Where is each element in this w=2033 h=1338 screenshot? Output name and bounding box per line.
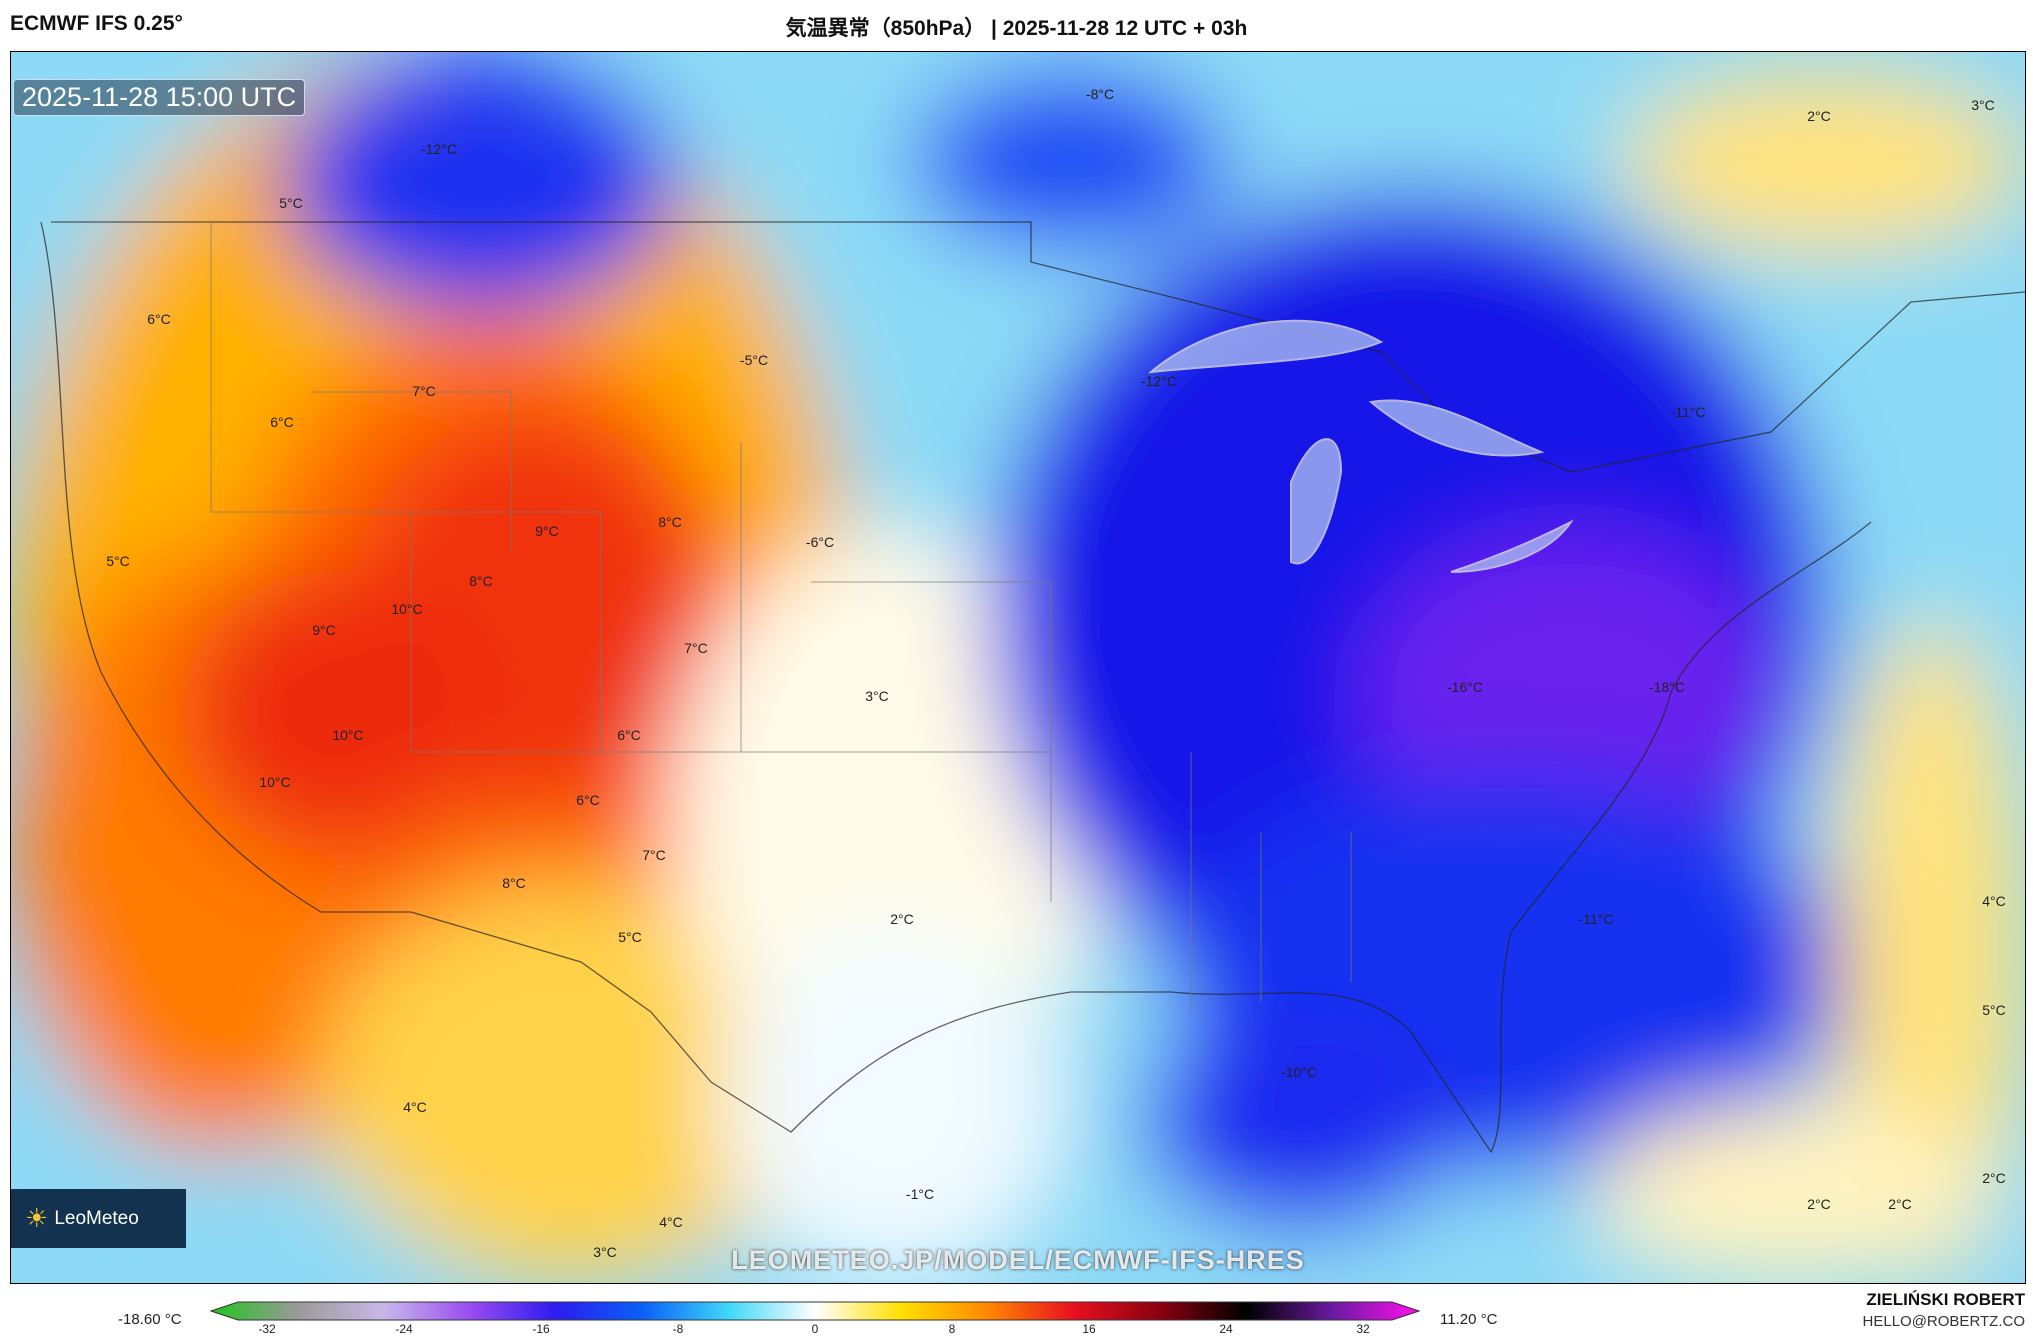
anomaly-label: 7°C: [684, 640, 708, 656]
author-name: ZIELIŃSKI ROBERT: [1866, 1290, 2025, 1309]
anomaly-label: 2°C: [890, 911, 914, 927]
colorbar-tick: -24: [395, 1322, 413, 1336]
anomaly-label: 8°C: [502, 875, 526, 891]
colorbar-tick: 0: [811, 1322, 819, 1336]
anomaly-label: 7°C: [412, 383, 436, 399]
anomaly-label: 4°C: [659, 1214, 683, 1230]
colorbar-tick: -16: [532, 1322, 550, 1336]
anomaly-label: 9°C: [312, 622, 336, 638]
anomaly-label: 8°C: [469, 573, 493, 589]
anomaly-label: 2°C: [1807, 108, 1831, 124]
anomaly-label: 7°C: [642, 847, 666, 863]
anomaly-label: 8°C: [658, 514, 682, 530]
anomaly-label: 10°C: [259, 774, 291, 790]
anomaly-label: 6°C: [576, 792, 600, 808]
author-email: HELLO@ROBERTZ.CO: [1862, 1313, 2025, 1330]
anomaly-label: -1°C: [905, 1186, 935, 1202]
anomaly-label: -11°C: [1578, 911, 1614, 927]
anomaly-label: 3°C: [1971, 97, 1995, 113]
anomaly-label: 4°C: [403, 1099, 427, 1115]
watermark-url: LEOMETEO.JP/MODEL/ECMWF-IFS-HRES: [731, 1245, 1305, 1275]
leometeo-logo: ☀ LeoMeteo: [11, 1189, 186, 1248]
anomaly-label: 6°C: [147, 311, 171, 327]
model-name: ECMWF IFS 0.25°: [10, 12, 183, 35]
temperature-anomaly-map[interactable]: 2025-11-28 15:00 UTC -12°C 5°C -8°C 2°C 3°C 6…: [10, 51, 2026, 1284]
anomaly-label: -12°C: [1141, 373, 1177, 389]
anomaly-label: 2°C: [1888, 1196, 1912, 1212]
anomaly-label: -6°C: [805, 534, 835, 550]
anomaly-label: 5°C: [106, 553, 130, 569]
anomaly-label: 5°C: [1982, 1002, 2006, 1018]
colorbar-tick: 16: [1082, 1322, 1096, 1336]
anomaly-label: -16°C: [1447, 679, 1483, 695]
colorbar-tick: 8: [948, 1322, 956, 1336]
anomaly-label: 6°C: [270, 414, 294, 430]
anomaly-label: 2°C: [1982, 1170, 2006, 1186]
colorbar-tick: -32: [258, 1322, 276, 1336]
valid-time-stamp: 2025-11-28 15:00 UTC: [13, 79, 306, 116]
anomaly-label: 10°C: [391, 601, 423, 617]
anomaly-label: 5°C: [279, 195, 303, 211]
anomaly-label: -11°C: [1670, 404, 1706, 420]
colorbar-tick: 24: [1219, 1322, 1233, 1336]
logo-text: LeoMeteo: [54, 1207, 139, 1229]
colorbar-max-label: 11.20 °C: [1440, 1311, 1498, 1328]
anomaly-label: -5°C: [739, 352, 769, 368]
anomaly-label: -12°C: [421, 141, 457, 157]
anomaly-label: -8°C: [1085, 86, 1115, 102]
anomaly-field: [11, 52, 2025, 1283]
anomaly-label: 3°C: [593, 1244, 617, 1260]
anomaly-label: -10°C: [1281, 1064, 1317, 1080]
anomaly-label: -18°C: [1649, 679, 1685, 695]
anomaly-label: 6°C: [617, 727, 641, 743]
colorbar: [210, 1301, 1420, 1321]
colorbar-tick: -8: [672, 1322, 684, 1336]
colorbar-tick: 32: [1356, 1322, 1370, 1336]
anomaly-label: 5°C: [618, 929, 642, 945]
anomaly-label: 9°C: [535, 523, 559, 539]
anomaly-label: 3°C: [865, 688, 889, 704]
anomaly-label: 2°C: [1807, 1196, 1831, 1212]
sun-icon: ☀: [25, 1203, 49, 1233]
anomaly-label: 10°C: [332, 727, 364, 743]
colorbar-min-label: -18.60 °C: [118, 1311, 182, 1328]
chart-title: 気温異常（850hPa） | 2025-11-28 12 UTC + 03h: [785, 17, 1248, 40]
anomaly-label: 4°C: [1982, 893, 2006, 909]
